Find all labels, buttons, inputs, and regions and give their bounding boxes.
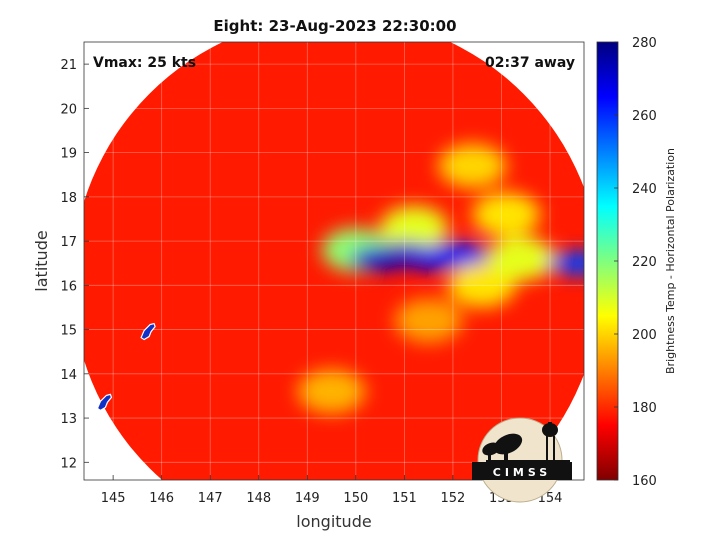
y-axis-ticks: 12 13 14 15 16 17 18 19 20 21 [60, 58, 89, 471]
cb-tick-label-180: 180 [632, 401, 657, 416]
y-tick-label-15: 15 [60, 324, 77, 339]
feature-1 [380, 205, 449, 250]
feature-10 [438, 143, 507, 188]
cb-tick-label-220: 220 [632, 255, 657, 270]
feature-12 [297, 369, 366, 414]
x-tick-label-148: 148 [246, 491, 271, 506]
y-tick-label-19: 19 [60, 147, 77, 162]
chart-title: Eight: 23-Aug-2023 22:30:00 [213, 17, 456, 35]
brightness-features [297, 143, 584, 414]
x-tick-label-152: 152 [441, 491, 466, 506]
logo-text: CIMSS [493, 466, 551, 479]
y-tick-label-20: 20 [60, 102, 77, 117]
feature-7 [486, 236, 555, 281]
island-outline-0 [140, 322, 156, 341]
away-annotation: 02:37 away [485, 55, 575, 71]
cb-tick-label-160: 160 [632, 474, 657, 489]
y-tick-label-17: 17 [60, 235, 77, 250]
feature-8 [549, 251, 584, 276]
feature-5 [427, 242, 488, 267]
colorbar-ticks: 160 180 200 220 240 260 280 [614, 36, 657, 489]
x-tick-label-146: 146 [149, 491, 174, 506]
y-tick-label-16: 16 [60, 279, 77, 294]
cb-tick-label-240: 240 [632, 182, 657, 197]
x-axis-label: longitude [296, 512, 371, 531]
cb-tick-label-200: 200 [632, 328, 657, 343]
y-tick-label-14: 14 [60, 368, 77, 383]
y-tick-label-13: 13 [60, 412, 77, 427]
cb-tick-label-260: 260 [632, 109, 657, 124]
island-outline-1 [96, 393, 113, 412]
cimss-logo: CIMSS [472, 417, 572, 503]
cb-tick-label-280: 280 [632, 36, 657, 51]
x-tick-label-149: 149 [295, 491, 320, 506]
y-axis-label: latitude [32, 230, 51, 291]
feature-9 [472, 192, 541, 237]
x-tick-label-151: 151 [392, 491, 417, 506]
grid [84, 42, 584, 480]
y-tick-label-18: 18 [60, 191, 77, 206]
y-tick-label-21: 21 [60, 58, 77, 73]
island-outlines [96, 322, 156, 412]
axes-frame [83, 41, 585, 481]
x-tick-label-147: 147 [198, 491, 223, 506]
feature-11 [394, 298, 463, 343]
colorbar-label: Brightness Temp - Horizontal Polarizatio… [664, 148, 677, 374]
vmax-annotation: Vmax: 25 kts [93, 55, 196, 71]
y-tick-label-12: 12 [60, 456, 77, 471]
x-tick-label-145: 145 [101, 491, 126, 506]
x-tick-label-150: 150 [343, 491, 368, 506]
